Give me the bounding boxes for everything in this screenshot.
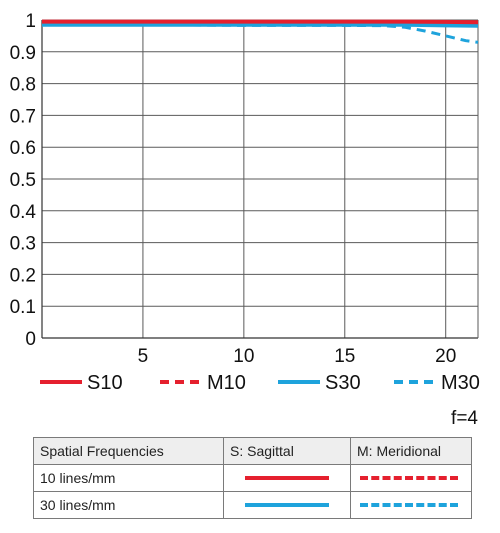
sagittal-line-sample	[245, 503, 329, 507]
sagittal-line-sample	[245, 476, 329, 480]
legend: S10 M10 S30 M30	[40, 372, 480, 394]
legend-table-row: 30 lines/mm	[33, 491, 472, 519]
y-tick-label: 0.8	[10, 75, 36, 96]
x-tick-label: 5	[138, 346, 149, 367]
legend-sample-dashed-10	[350, 464, 472, 492]
legend-label-m30: M30	[441, 372, 480, 394]
y-tick-label: 0.3	[10, 234, 36, 255]
legend-table-header-meridional: M: Meridional	[350, 437, 472, 465]
legend-label-m10: M10	[207, 372, 246, 394]
meridional-line-sample	[360, 503, 458, 507]
tick-labels: 00.10.20.30.40.50.60.70.80.915 10 15 20	[10, 11, 457, 367]
mtf-line-chart: 00.10.20.30.40.50.60.70.80.915 10 15 20 S10…	[10, 11, 480, 394]
y-tick-label: 0.7	[10, 106, 36, 127]
y-tick-label: 1	[25, 11, 36, 32]
aperture-annotation: f=4	[451, 408, 478, 429]
legend-table-row-label: 10 lines/mm	[33, 464, 224, 492]
legend-label-s10: S10	[87, 372, 123, 394]
legend-table-header-spatial-frequencies: Spatial Frequencies	[33, 437, 224, 465]
legend-sample-dashed-30	[350, 491, 472, 519]
axes	[41, 20, 479, 339]
y-tick-label: 0	[25, 329, 36, 350]
x-tick-label: 10	[233, 346, 254, 367]
legend-table-row-label: 30 lines/mm	[33, 491, 224, 519]
y-tick-label: 0.6	[10, 138, 36, 159]
x-tick-label: 15	[334, 346, 355, 367]
series-line-m30	[42, 23, 479, 44]
legend-table-row: 10 lines/mm	[33, 464, 472, 492]
series-lines	[42, 19, 479, 44]
grid-lines	[42, 19, 478, 339]
legend-table: Spatial Frequencies S: Sagittal M: Merid…	[33, 437, 472, 519]
legend-sample-solid-30	[223, 491, 351, 519]
legend-table-header-row: Spatial Frequencies S: Sagittal M: Merid…	[33, 437, 472, 465]
legend-table-header-sagittal: S: Sagittal	[223, 437, 351, 465]
y-tick-label: 0.9	[10, 43, 36, 64]
legend-label-s30: S30	[325, 372, 361, 394]
series-line-s30	[42, 22, 479, 28]
series-line-s10	[42, 19, 479, 25]
y-tick-label: 0.1	[10, 297, 36, 318]
x-tick-label: 20	[435, 346, 456, 367]
y-tick-label: 0.5	[10, 170, 36, 191]
y-tick-label: 0.4	[10, 202, 37, 223]
y-tick-label: 0.2	[10, 265, 36, 286]
meridional-line-sample	[360, 476, 458, 480]
legend-sample-solid-10	[223, 464, 351, 492]
